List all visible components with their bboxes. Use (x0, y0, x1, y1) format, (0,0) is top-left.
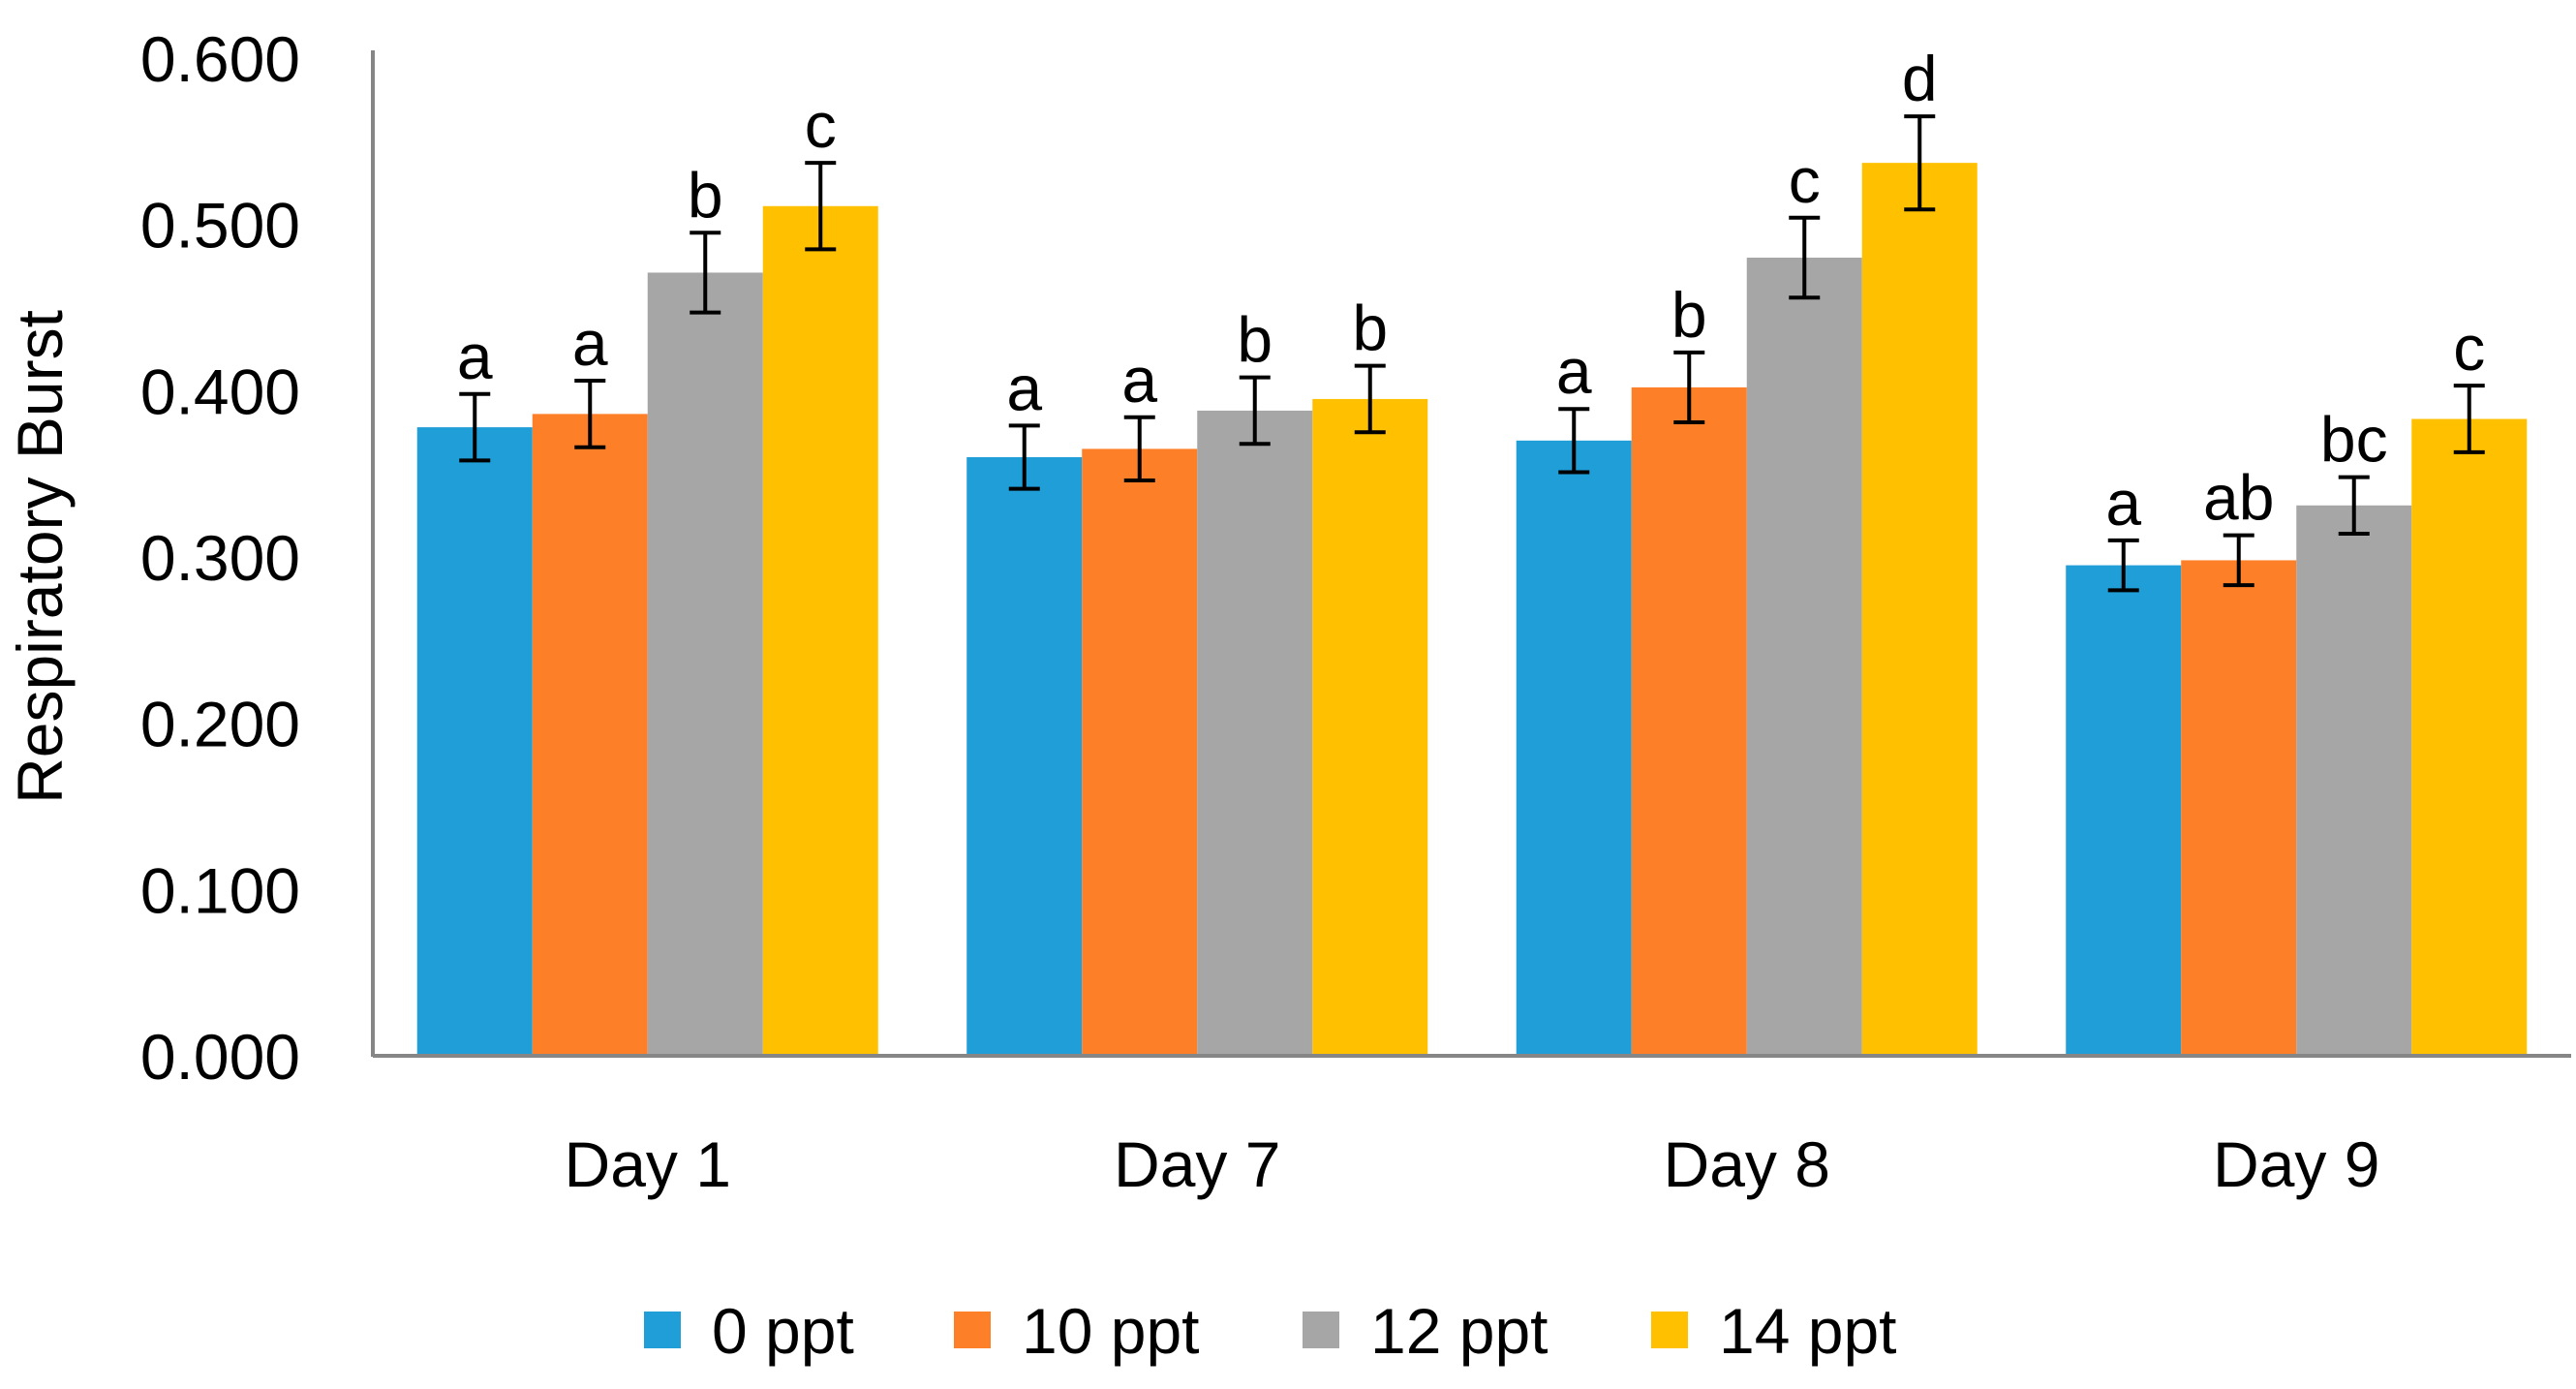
significance-label: a (1006, 352, 1042, 423)
bar (1631, 386, 1747, 1056)
bar (1197, 410, 1313, 1056)
bar (1861, 163, 1978, 1056)
error-bar (1673, 350, 1705, 424)
significance-label: bc (2320, 404, 2388, 476)
x-tick-label: Day 1 (565, 1128, 731, 1200)
legend-label: 10 ppt (1022, 1295, 1200, 1367)
significance-label: ab (2203, 462, 2274, 534)
y-tick-label: 0.200 (140, 689, 300, 760)
significance-label: a (572, 307, 608, 379)
error-bar (805, 161, 837, 252)
legend-swatch (644, 1312, 681, 1348)
bar (1516, 440, 1632, 1056)
error-bar (690, 231, 721, 315)
legend-label: 12 ppt (1370, 1295, 1549, 1367)
y-tick-label: 0.500 (140, 190, 300, 262)
error-bar (1008, 423, 1040, 491)
bar (966, 457, 1083, 1056)
bar (2411, 418, 2528, 1056)
significance-label: a (457, 321, 493, 392)
y-axis-ticks: 0.000 0.100 0.200 0.300 0.400 0.500 0.600 (140, 23, 300, 1093)
bar (2066, 565, 2182, 1056)
x-tick-label: Day 9 (2213, 1128, 2379, 1200)
bar (762, 205, 878, 1057)
significance-label: c (1789, 144, 1821, 216)
legend-item: 10 ppt (954, 1295, 1200, 1367)
legend-item: 12 ppt (1303, 1295, 1549, 1367)
legend-item: 0 ppt (644, 1295, 854, 1367)
significance-label: c (805, 89, 837, 161)
significance-label: c (2453, 312, 2485, 384)
error-bar (2453, 384, 2485, 454)
bar (532, 414, 648, 1056)
bar (1082, 448, 1198, 1057)
bar (1312, 398, 1428, 1057)
legend: 0 ppt 10 ppt 12 ppt 14 ppt (644, 1295, 1897, 1367)
error-bar (1558, 407, 1590, 475)
y-axis-title: Respiratory Burst (4, 310, 76, 804)
significance-label: b (1352, 293, 1388, 364)
error-bar (1354, 363, 1386, 435)
significance-label: b (688, 159, 723, 231)
error-bar (1123, 415, 1155, 483)
bar (2181, 560, 2297, 1056)
error-bar (1904, 114, 1936, 212)
error-bar (2338, 475, 2370, 536)
error-bar (2223, 533, 2254, 588)
significance-label: d (1902, 43, 1938, 114)
x-axis-categories: Day 1 Day 7 Day 8 Day 9 (565, 1128, 2380, 1200)
y-tick-label: 0.100 (140, 854, 300, 926)
error-bar (574, 379, 606, 449)
error-bar (2107, 538, 2139, 593)
x-tick-label: Day 8 (1664, 1128, 1830, 1200)
legend-swatch (1303, 1312, 1339, 1348)
x-tick-label: Day 7 (1114, 1128, 1280, 1200)
error-bar (1239, 375, 1271, 447)
legend-swatch (954, 1312, 991, 1348)
legend-item: 14 ppt (1651, 1295, 1897, 1367)
bar (647, 272, 763, 1056)
bar (1746, 258, 1862, 1056)
legend-swatch (1651, 1312, 1688, 1348)
error-bar (1789, 215, 1821, 300)
significance-label: a (1556, 335, 1592, 407)
y-tick-label: 0.000 (140, 1021, 300, 1093)
significance-label: a (2105, 467, 2141, 539)
significance-label: b (1671, 279, 1707, 351)
significance-label: a (1121, 344, 1157, 416)
significance-label: b (1237, 304, 1273, 376)
bar (2296, 505, 2412, 1056)
legend-label: 0 ppt (712, 1295, 854, 1367)
legend-label: 14 ppt (1719, 1295, 1897, 1367)
y-tick-label: 0.600 (140, 23, 300, 95)
y-tick-label: 0.400 (140, 355, 300, 427)
y-tick-label: 0.300 (140, 522, 300, 594)
error-bar (459, 391, 491, 463)
bar (416, 427, 533, 1057)
